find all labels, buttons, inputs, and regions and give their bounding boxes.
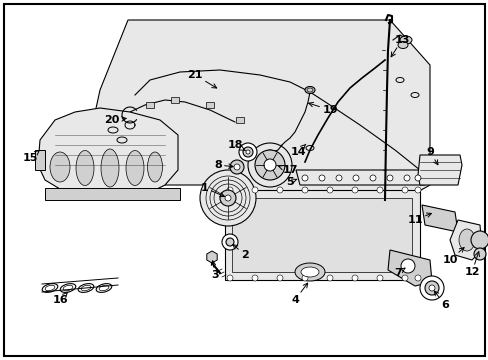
Bar — [45, 188, 180, 200]
Circle shape — [403, 175, 409, 181]
Text: 2: 2 — [232, 244, 248, 260]
Circle shape — [318, 175, 325, 181]
Text: 15: 15 — [22, 150, 40, 163]
Circle shape — [335, 175, 341, 181]
Circle shape — [264, 159, 275, 171]
Text: 4: 4 — [290, 283, 307, 305]
Text: 13: 13 — [390, 35, 409, 57]
Circle shape — [225, 238, 234, 246]
Circle shape — [351, 275, 357, 281]
Circle shape — [226, 275, 232, 281]
Circle shape — [222, 234, 238, 250]
Polygon shape — [295, 170, 424, 185]
Circle shape — [419, 276, 443, 300]
Circle shape — [386, 175, 392, 181]
Circle shape — [251, 187, 258, 193]
Ellipse shape — [397, 41, 407, 49]
Circle shape — [224, 195, 230, 201]
Circle shape — [414, 275, 420, 281]
Circle shape — [401, 187, 407, 193]
Circle shape — [243, 147, 252, 157]
Text: 11: 11 — [407, 213, 430, 225]
Circle shape — [254, 150, 285, 180]
Ellipse shape — [305, 86, 314, 94]
Text: 12: 12 — [463, 252, 479, 277]
Circle shape — [473, 248, 485, 260]
Bar — [171, 97, 179, 103]
Text: 8: 8 — [214, 160, 233, 170]
Circle shape — [326, 187, 332, 193]
Ellipse shape — [399, 36, 411, 44]
Polygon shape — [206, 251, 217, 263]
Ellipse shape — [101, 149, 119, 187]
Ellipse shape — [301, 267, 318, 277]
Text: 14: 14 — [289, 144, 305, 157]
Circle shape — [351, 187, 357, 193]
Text: 19: 19 — [308, 102, 337, 115]
Circle shape — [428, 285, 434, 291]
Polygon shape — [449, 220, 481, 260]
Circle shape — [302, 275, 307, 281]
Circle shape — [376, 275, 382, 281]
Circle shape — [229, 160, 244, 174]
Text: 10: 10 — [442, 248, 463, 265]
Bar — [236, 117, 244, 123]
Circle shape — [352, 175, 358, 181]
Circle shape — [276, 275, 283, 281]
Circle shape — [200, 170, 256, 226]
Circle shape — [220, 190, 236, 206]
Ellipse shape — [126, 150, 143, 185]
Bar — [224, 190, 419, 280]
Text: 6: 6 — [433, 291, 448, 310]
Polygon shape — [38, 108, 178, 198]
Circle shape — [302, 175, 307, 181]
Circle shape — [226, 187, 232, 193]
Ellipse shape — [458, 229, 474, 251]
Bar — [205, 102, 214, 108]
Circle shape — [369, 175, 375, 181]
Polygon shape — [417, 155, 461, 185]
Text: 5: 5 — [285, 177, 296, 187]
Circle shape — [276, 187, 283, 193]
Circle shape — [234, 164, 240, 170]
Ellipse shape — [76, 150, 94, 185]
Bar — [35, 150, 45, 170]
Ellipse shape — [147, 152, 162, 182]
Text: 9: 9 — [425, 147, 437, 165]
Text: 1: 1 — [201, 183, 224, 197]
Circle shape — [302, 187, 307, 193]
Polygon shape — [387, 250, 431, 286]
Circle shape — [239, 143, 257, 161]
Circle shape — [400, 259, 414, 273]
Text: 20: 20 — [104, 115, 126, 125]
Circle shape — [247, 143, 291, 187]
Circle shape — [376, 187, 382, 193]
Circle shape — [245, 150, 249, 154]
Bar — [231, 198, 411, 272]
Text: 16: 16 — [52, 292, 68, 305]
Circle shape — [251, 275, 258, 281]
Polygon shape — [421, 205, 457, 232]
Circle shape — [326, 275, 332, 281]
Polygon shape — [88, 20, 429, 230]
Ellipse shape — [50, 152, 70, 182]
Circle shape — [401, 275, 407, 281]
Circle shape — [470, 231, 488, 249]
Circle shape — [414, 175, 420, 181]
Ellipse shape — [294, 263, 325, 281]
Circle shape — [414, 187, 420, 193]
Text: 3: 3 — [211, 261, 218, 280]
Text: 17: 17 — [278, 165, 297, 175]
Text: 21: 21 — [187, 70, 216, 88]
Circle shape — [424, 281, 438, 295]
Bar — [146, 102, 154, 108]
Text: 18: 18 — [227, 140, 245, 151]
Text: 7: 7 — [393, 268, 404, 278]
